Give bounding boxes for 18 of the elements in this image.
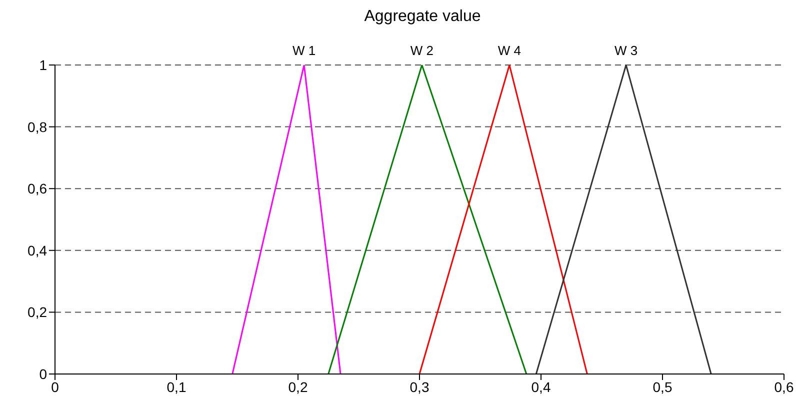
x-tick-label: 0,6 <box>774 378 794 395</box>
series-label: W 4 <box>498 43 521 58</box>
y-tick-label: 0,6 <box>28 180 48 197</box>
y-tick-label: 0,8 <box>28 118 48 135</box>
x-tick-label: 0 <box>51 378 60 395</box>
y-tick-label: 1 <box>39 56 48 73</box>
x-tick-label: 0,5 <box>652 378 672 395</box>
series-label: W 1 <box>292 43 316 58</box>
x-tick-label: 0,4 <box>531 378 551 395</box>
x-tick-label: 0,2 <box>288 378 308 395</box>
y-tick-label: 0,2 <box>28 304 48 320</box>
series-label: W 2 <box>410 43 434 58</box>
y-tick-label: 0 <box>39 366 48 382</box>
y-tick-label: 0,4 <box>28 242 48 258</box>
x-tick-label: 0,1 <box>166 378 186 395</box>
chart-title: Aggregate value <box>363 8 482 26</box>
series-label: W 3 <box>614 43 638 58</box>
x-tick-label: 0,3 <box>410 378 430 395</box>
